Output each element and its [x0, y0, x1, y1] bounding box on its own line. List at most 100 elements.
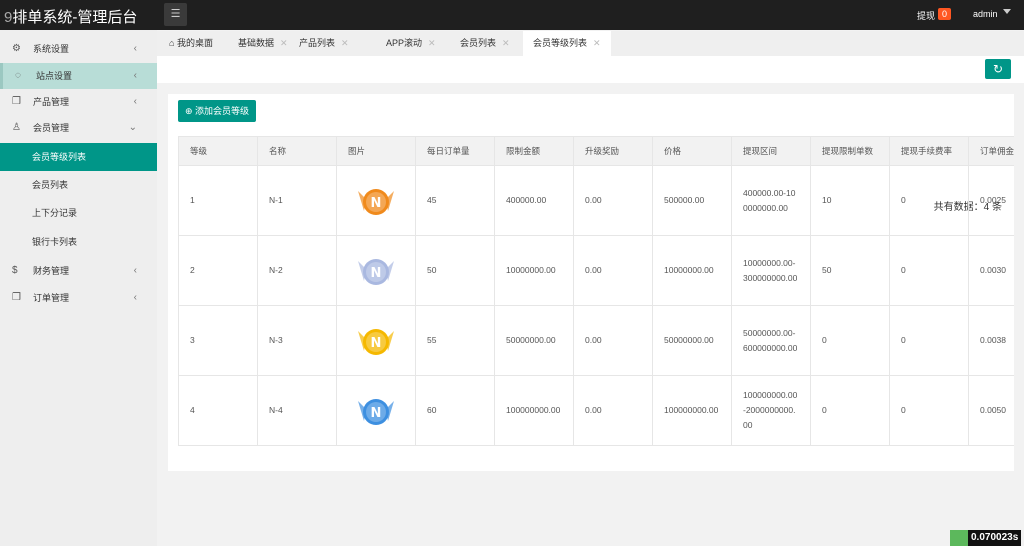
- tab-3[interactable]: APP滚动 ✕: [376, 31, 446, 56]
- column-header: 等级: [178, 136, 258, 166]
- withdraw-link[interactable]: 提现: [917, 11, 936, 21]
- tab-0[interactable]: ⌂ 我的桌面: [159, 31, 223, 56]
- tab-label: 会员等级列表: [533, 38, 588, 48]
- table-cell: 400000.00-10 0000000.00: [731, 165, 811, 236]
- medal-icon: N: [358, 188, 394, 215]
- level-image: N: [336, 305, 416, 376]
- close-icon[interactable]: ✕: [341, 38, 349, 48]
- table-cell: 0: [889, 305, 969, 376]
- level-image: N: [336, 235, 416, 306]
- close-icon[interactable]: ✕: [428, 38, 436, 48]
- table-cell: 10000000.00: [652, 235, 732, 306]
- sidebar-item-3[interactable]: ♙ 会员管理 ⌄: [0, 115, 157, 141]
- column-header: 提现区间: [731, 136, 811, 166]
- home-icon: ⌂: [169, 38, 177, 48]
- app-title: 9排单系统-管理后台: [4, 9, 138, 26]
- table-cell: 50: [810, 235, 890, 306]
- timer-logo-icon: [950, 530, 968, 546]
- level-image: N: [336, 165, 416, 236]
- level-table: 等级 名称 图片 每日订单量 限制金额 升级奖励 价格 提现区间 提现限制单数 提现手续费率 订单佣…: [178, 136, 1014, 446]
- tab-4[interactable]: 会员列表 ✕: [450, 31, 520, 56]
- table-cell: 0.0030: [968, 235, 1014, 306]
- table-cell: N-3: [257, 305, 337, 376]
- sidebar-item-0[interactable]: ⚙ 系统设置 ‹: [0, 36, 157, 62]
- sidebar-item-6[interactable]: 上下分记录: [0, 200, 157, 226]
- table-cell: N-2: [257, 235, 337, 306]
- tab-1[interactable]: 基础数据 ✕: [228, 31, 298, 56]
- box-icon: ❒: [12, 292, 21, 303]
- table-cell: 50: [415, 235, 495, 306]
- close-icon[interactable]: ✕: [593, 38, 601, 48]
- table-cell: 400000.00: [494, 165, 574, 236]
- column-header: 订单佣金: [968, 136, 1014, 166]
- sidebar-item-9[interactable]: ❒ 订单管理 ‹: [0, 285, 157, 311]
- svg-text:N: N: [371, 406, 382, 421]
- table-row: 2 N-2 N 50 10000000.00 0.00 10000000.00 1000000…: [178, 235, 1014, 306]
- table-cell: 0.0025: [968, 165, 1014, 236]
- table-cell: 45: [415, 165, 495, 236]
- table-cell: 0: [889, 375, 969, 446]
- add-level-button[interactable]: ⊕ 添加会员等级: [178, 100, 256, 122]
- table-cell: N-1: [257, 165, 337, 236]
- table-cell: 0: [889, 165, 969, 236]
- sidebar-item-label: 系统设置: [33, 44, 70, 54]
- sidebar-item-7[interactable]: 银行卡列表: [0, 229, 157, 255]
- column-header: 名称: [257, 136, 337, 166]
- table-cell: 0: [810, 375, 890, 446]
- sidebar: ⚙ 系统设置 ‹ ◌ 站点设置 ‹ ❒ 产品管理 ‹ ♙ 会员管理 ⌄ 会员等级列表 会员列表上下分记录银…: [0, 30, 157, 546]
- box-icon: ❒: [12, 96, 21, 107]
- tab-2[interactable]: 产品列表 ✕: [289, 31, 359, 56]
- table-cell: N-4: [257, 375, 337, 446]
- table-cell: 0.00: [573, 165, 653, 236]
- table-cell: 0.00: [573, 305, 653, 376]
- column-header: 每日订单量: [415, 136, 495, 166]
- add-level-label: 添加会员等级: [195, 106, 250, 116]
- tab-5[interactable]: 会员等级列表 ✕: [523, 31, 611, 56]
- tab-label: APP滚动: [386, 38, 423, 48]
- table-container[interactable]: 等级 名称 图片 每日订单量 限制金额 升级奖励 价格 提现区间 提现限制单数 提现手续费率 订单佣…: [168, 136, 1014, 456]
- column-header: 限制金额: [494, 136, 574, 166]
- level-image: N: [336, 375, 416, 446]
- table-cell: 3: [178, 305, 258, 376]
- sidebar-item-1[interactable]: ◌ 站点设置 ‹: [0, 63, 157, 89]
- sidebar-item-label: 订单管理: [33, 293, 70, 303]
- sidebar-item-label: 会员等级列表: [32, 152, 87, 162]
- tab-label: 我的桌面: [176, 38, 213, 48]
- table-cell: 10000000.00- 300000000.00: [731, 235, 811, 306]
- menu-toggle-button[interactable]: ☰: [164, 3, 187, 26]
- table-cell: 0: [810, 305, 890, 376]
- sidebar-item-label: 上下分记录: [32, 208, 78, 218]
- table-cell: 0.0050: [968, 375, 1014, 446]
- close-icon[interactable]: ✕: [502, 38, 510, 48]
- svg-text:N: N: [371, 336, 382, 351]
- column-header: 提现手续费率: [889, 136, 969, 166]
- sidebar-item-2[interactable]: ❒ 产品管理 ‹: [0, 89, 157, 115]
- table-cell: 10000000.00: [494, 235, 574, 306]
- svg-text:N: N: [371, 266, 382, 281]
- table-cell: 0.00: [573, 235, 653, 306]
- sidebar-item-8[interactable]: $ 财务管理 ‹: [0, 258, 157, 284]
- tab-label: 会员列表: [460, 38, 497, 48]
- column-header: 价格: [652, 136, 732, 166]
- sidebar-item-label: 财务管理: [33, 266, 70, 276]
- sidebar-item-label: 会员列表: [32, 180, 69, 190]
- chevron-left-icon: ‹: [133, 265, 137, 276]
- refresh-button[interactable]: ↻: [985, 59, 1011, 79]
- refresh-icon: ↻: [992, 62, 1004, 76]
- sidebar-item-4[interactable]: 会员等级列表: [0, 143, 157, 171]
- sidebar-item-5[interactable]: 会员列表: [0, 172, 157, 198]
- table-cell: 100000000.00 -2000000000. 00: [731, 375, 811, 446]
- table-cell: 60: [415, 375, 495, 446]
- close-icon[interactable]: ✕: [280, 38, 288, 48]
- toolbar-strip: [157, 56, 1024, 83]
- gear-icon: ⚙: [12, 43, 21, 54]
- dollar-icon: $: [12, 265, 18, 276]
- table-cell: 10: [810, 165, 890, 236]
- user-menu[interactable]: admin: [973, 9, 1011, 19]
- site-icon: ◌: [15, 70, 21, 81]
- table-cell: 100000000.00: [652, 375, 732, 446]
- table-cell: 55: [415, 305, 495, 376]
- table-cell: 0: [889, 235, 969, 306]
- column-header: 升级奖励: [573, 136, 653, 166]
- table-cell: 100000000.00: [494, 375, 574, 446]
